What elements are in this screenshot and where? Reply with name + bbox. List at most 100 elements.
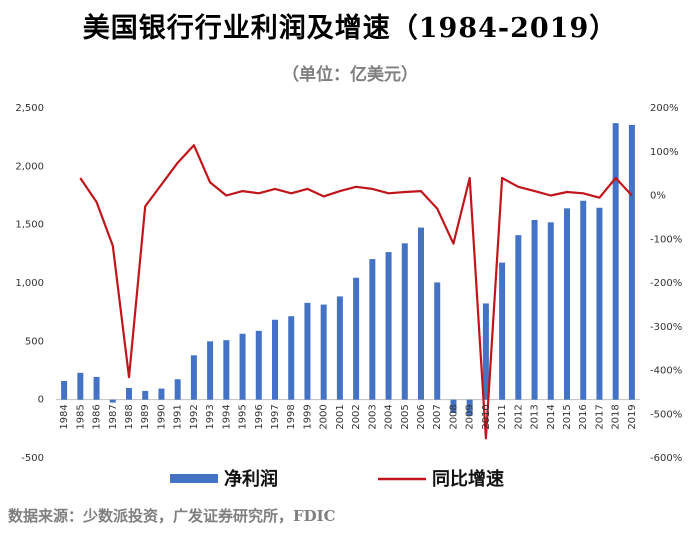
x-tick-label: 2002 — [351, 404, 362, 429]
x-tick-label: 1984 — [59, 404, 70, 429]
bar — [466, 399, 473, 416]
bar — [612, 123, 619, 400]
right-axis: -600% -500% -400% -300% -200% -100% 0% 100% 200% — [650, 103, 682, 464]
x-tick-label: 2010 — [481, 404, 492, 429]
legend-label-profit: 净利润 — [224, 468, 278, 490]
x-tick-label: 2000 — [319, 404, 330, 429]
x-tick-label: 2001 — [335, 404, 346, 429]
chart-subtitle: （单位：亿美元） — [282, 65, 418, 85]
right-tick-label: -200% — [650, 278, 682, 289]
x-tick-label: 2009 — [465, 404, 476, 429]
x-tick-label: 1993 — [205, 404, 216, 429]
left-tick-label: 1,500 — [15, 220, 44, 231]
right-tick-label: -400% — [650, 366, 682, 377]
x-tick-label: 1996 — [254, 404, 265, 429]
bar — [272, 319, 278, 400]
bar — [385, 252, 392, 400]
bar — [499, 262, 506, 400]
bar — [142, 390, 149, 400]
bar — [255, 330, 262, 400]
x-tick-label: 2017 — [594, 404, 605, 429]
source-note: 数据来源：少数派投资，广发证券研究所，FDIC — [8, 507, 336, 525]
bar — [304, 302, 311, 400]
right-tick-label: -300% — [650, 322, 682, 333]
right-tick-label: -600% — [650, 453, 682, 464]
left-tick-label: 1,000 — [15, 278, 44, 289]
x-tick-label: 1986 — [92, 404, 103, 429]
bar — [628, 124, 635, 400]
x-tick-label: 2016 — [578, 404, 589, 429]
bar — [596, 207, 603, 400]
line-series — [79, 144, 633, 440]
bar — [482, 303, 489, 400]
right-tick-label: 200% — [650, 103, 679, 114]
legend-label-growth: 同比增速 — [432, 468, 504, 490]
x-tick-label: 2005 — [400, 404, 411, 429]
bar — [580, 200, 587, 400]
bar — [531, 220, 538, 400]
left-tick-label: -500 — [21, 453, 44, 464]
bar — [190, 355, 197, 400]
bar — [77, 372, 84, 400]
bar — [158, 388, 165, 400]
x-tick-label: 1987 — [108, 404, 119, 429]
x-tick-label: 1995 — [238, 404, 249, 429]
x-tick-label: 2006 — [416, 404, 427, 429]
bar — [223, 340, 230, 400]
bar — [109, 399, 116, 403]
x-tick-label: 1994 — [221, 404, 232, 429]
bar — [515, 235, 522, 400]
x-tick-label: 2014 — [546, 404, 557, 429]
right-tick-label: 0% — [650, 191, 666, 202]
x-tick-label: 1997 — [270, 404, 281, 429]
bar — [288, 316, 295, 400]
bar — [239, 333, 246, 400]
left-axis: -500 0 500 1,000 1,500 2,000 2,500 — [15, 103, 44, 464]
bar — [207, 341, 214, 400]
x-tick-label: 1998 — [286, 404, 297, 429]
x-tick-label: 2004 — [384, 404, 395, 429]
x-tick-label: 2019 — [627, 404, 638, 429]
x-tick-label: 1988 — [124, 404, 135, 429]
bar — [401, 243, 408, 400]
bar — [547, 222, 554, 400]
right-tick-label: -500% — [650, 409, 682, 420]
x-tick-label: 2012 — [513, 404, 524, 429]
x-tick-label: 1991 — [173, 404, 184, 429]
bar — [564, 208, 570, 400]
x-tick-label: 2003 — [367, 404, 378, 429]
legend: 净利润 同比增速 — [170, 468, 504, 490]
bar — [320, 304, 327, 400]
bar — [450, 399, 457, 414]
bar — [353, 277, 360, 400]
bar — [61, 381, 68, 400]
x-tick-label: 1990 — [156, 404, 167, 429]
x-tick-label: 1992 — [189, 404, 200, 429]
right-tick-label: 100% — [650, 147, 679, 158]
legend-bar-swatch — [170, 474, 218, 483]
bar — [418, 227, 424, 400]
left-tick-label: 2,000 — [15, 161, 44, 172]
bar-series — [61, 123, 635, 416]
left-tick-label: 2,500 — [15, 103, 44, 114]
x-tick-label: 2013 — [530, 404, 541, 429]
chart-title: 美国银行行业利润及增速（1984-2019） — [82, 13, 618, 44]
left-tick-label: 0 — [38, 395, 44, 406]
right-tick-label: -100% — [650, 234, 682, 245]
x-tick-label: 2007 — [432, 404, 443, 429]
x-axis: 1984 1985 1986 1987 1988 1989 1990 1991 1992 1993… — [59, 404, 638, 429]
bar — [174, 379, 181, 400]
x-tick-label: 1999 — [302, 404, 313, 429]
x-tick-label: 2011 — [497, 404, 508, 429]
x-tick-label: 2015 — [562, 404, 573, 429]
left-tick-label: 500 — [25, 336, 44, 347]
bar — [126, 388, 132, 400]
bar — [336, 296, 343, 400]
bar — [93, 376, 100, 400]
x-tick-label: 2018 — [611, 404, 622, 429]
x-tick-label: 1989 — [140, 404, 151, 429]
x-tick-label: 1985 — [75, 404, 86, 429]
bar — [369, 259, 376, 400]
bar — [434, 282, 441, 400]
